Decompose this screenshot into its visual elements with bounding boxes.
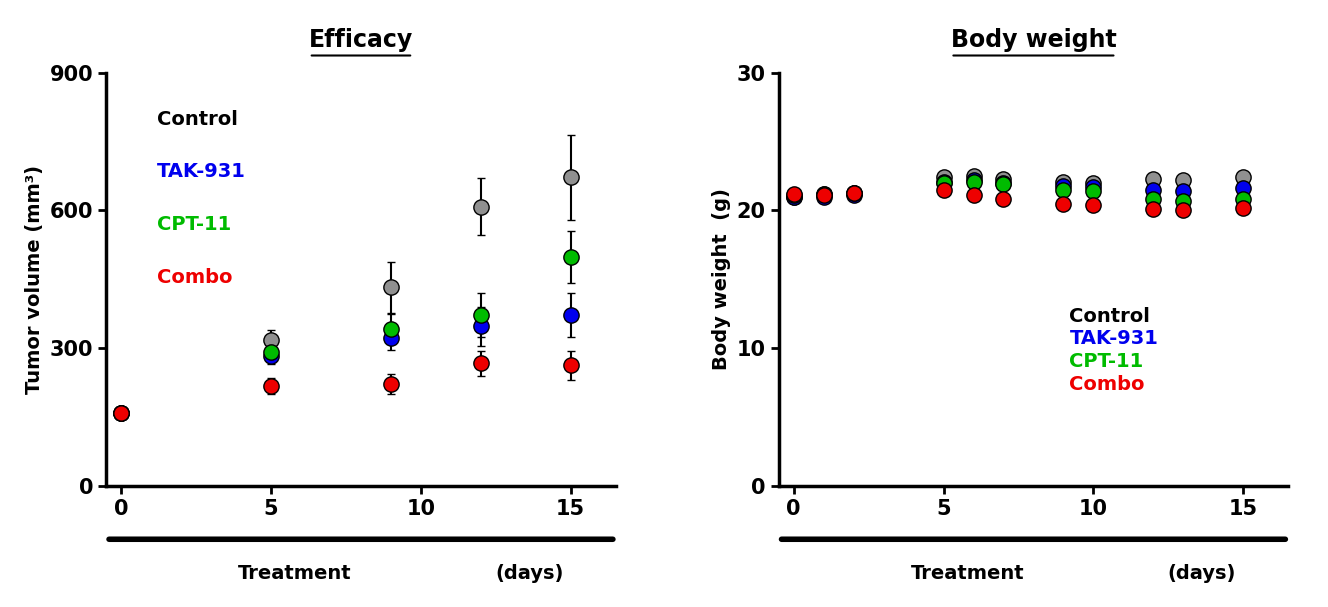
Y-axis label: Body weight  (g): Body weight (g)	[712, 188, 730, 370]
Text: (days): (days)	[495, 564, 563, 583]
Text: (days): (days)	[1167, 564, 1236, 583]
Text: Efficacy: Efficacy	[309, 28, 413, 52]
Text: Treatment: Treatment	[911, 564, 1024, 583]
Text: Control: Control	[1069, 307, 1150, 326]
Text: Body weight: Body weight	[951, 28, 1117, 52]
Text: TAK-931: TAK-931	[157, 162, 246, 181]
Text: CPT-11: CPT-11	[157, 215, 231, 234]
Text: Combo: Combo	[157, 268, 232, 287]
Y-axis label: Tumor volume (mm³): Tumor volume (mm³)	[25, 164, 44, 394]
Text: TAK-931: TAK-931	[1069, 330, 1158, 348]
Text: Control: Control	[157, 109, 238, 129]
Text: CPT-11: CPT-11	[1069, 352, 1143, 371]
Text: Treatment: Treatment	[238, 564, 352, 583]
Text: Combo: Combo	[1069, 375, 1145, 394]
